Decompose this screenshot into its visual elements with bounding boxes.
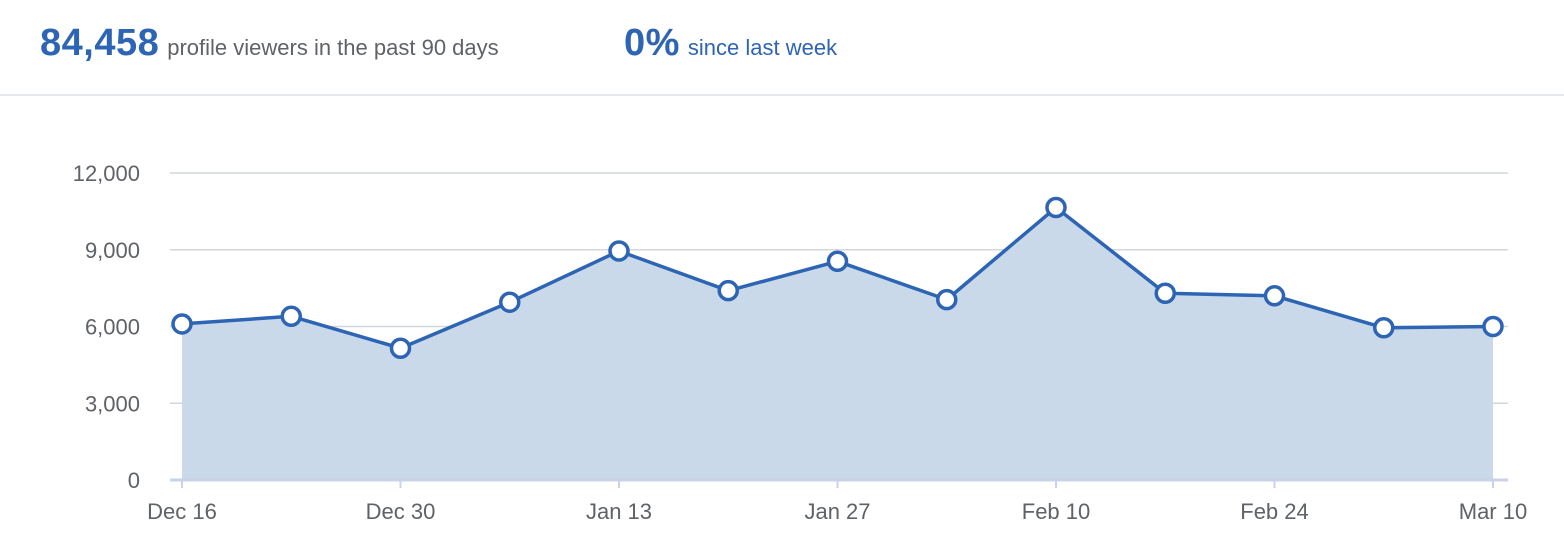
- y-tick-label: 6,000: [85, 315, 140, 340]
- data-point[interactable]: [389, 337, 412, 359]
- data-point[interactable]: [608, 240, 630, 262]
- x-tick-label: Dec 30: [366, 499, 436, 524]
- y-tick-label: 3,000: [85, 391, 140, 416]
- x-tick-label: Feb 24: [1240, 499, 1309, 524]
- data-points: [171, 196, 1504, 359]
- data-point[interactable]: [1045, 196, 1067, 219]
- data-point[interactable]: [171, 313, 193, 335]
- x-tick-label: Feb 10: [1022, 499, 1091, 524]
- weekly-change-stat[interactable]: 0% since last week: [624, 22, 837, 65]
- data-point[interactable]: [936, 288, 958, 311]
- data-point[interactable]: [1482, 315, 1504, 338]
- y-tick-label: 0: [128, 468, 140, 493]
- x-tick-label: Mar 10: [1459, 499, 1527, 524]
- data-point[interactable]: [1263, 285, 1286, 307]
- data-point[interactable]: [280, 305, 302, 328]
- data-point[interactable]: [826, 250, 849, 273]
- x-tick-label: Dec 16: [147, 499, 217, 524]
- data-point[interactable]: [1373, 317, 1395, 339]
- x-tick-label: Jan 13: [586, 499, 652, 524]
- weekly-change-label[interactable]: since last week: [687, 35, 838, 60]
- x-tick-label: Jan 27: [804, 499, 870, 524]
- weekly-change-value[interactable]: 0%: [624, 22, 680, 64]
- x-axis-ticks: [181, 480, 1494, 488]
- y-tick-label: 9,000: [85, 238, 140, 263]
- summary-header: 84,458 profile viewers in the past 90 da…: [0, 0, 1564, 96]
- data-point[interactable]: [717, 279, 739, 302]
- y-axis-labels: 0 3,000 6,000 9,000 12,000: [73, 161, 140, 493]
- series-area: [182, 207, 1493, 480]
- y-tick-label: 12,000: [73, 161, 140, 186]
- data-point[interactable]: [499, 291, 521, 313]
- profile-viewers-chart: 0 3,000 6,000 9,000 12,000 Dec 16 Dec 30 Jan 1…: [73, 161, 1528, 524]
- x-axis-labels: Dec 16 Dec 30 Jan 13 Jan 27 Feb 10 Feb 24 Mar …: [147, 499, 1527, 524]
- viewers-label: profile viewers in the past 90 days: [167, 35, 499, 60]
- viewers-count: 84,458: [40, 22, 160, 64]
- data-point[interactable]: [1154, 282, 1176, 304]
- viewers-stat: 84,458 profile viewers in the past 90 da…: [40, 22, 499, 65]
